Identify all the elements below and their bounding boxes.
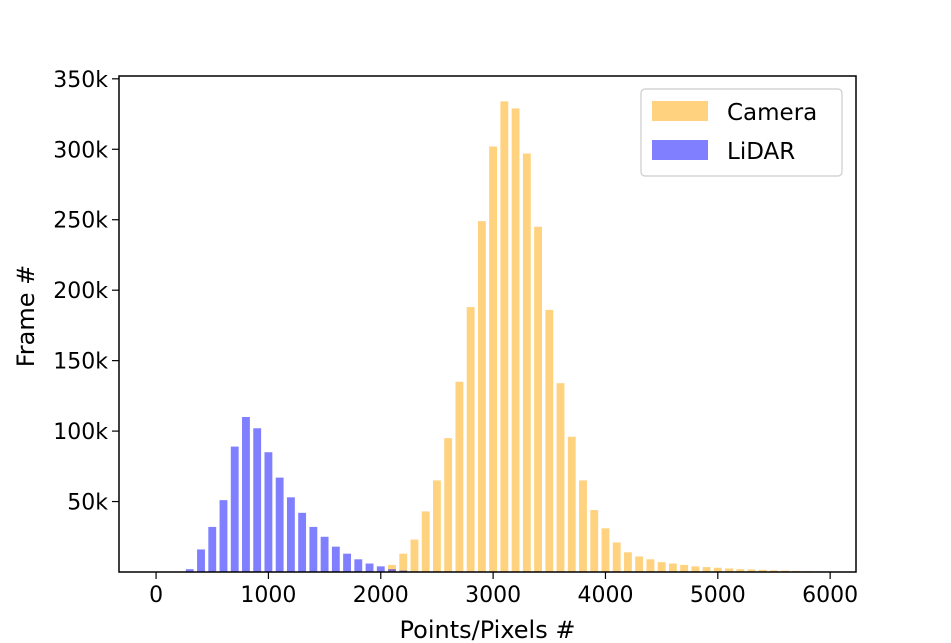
lidar-bar bbox=[219, 500, 228, 572]
legend: Camera LiDAR bbox=[640, 88, 843, 177]
camera-bar bbox=[646, 559, 655, 572]
lidar-bar bbox=[197, 549, 205, 572]
camera-bar bbox=[668, 563, 677, 572]
camera-bar bbox=[433, 480, 441, 572]
y-axis-label: Frame # bbox=[12, 265, 40, 368]
camera-bar bbox=[477, 221, 486, 572]
legend-label: Camera bbox=[727, 100, 817, 126]
camera-bar bbox=[556, 383, 565, 572]
camera-bar bbox=[489, 146, 498, 572]
bars-layer bbox=[185, 101, 835, 573]
camera-bar bbox=[455, 381, 464, 572]
camera-bar bbox=[511, 108, 520, 572]
lidar-bar bbox=[286, 497, 295, 572]
camera-bar bbox=[680, 564, 689, 572]
x-tick-label: 3000 bbox=[465, 583, 521, 608]
y-tick-label: 150k bbox=[53, 350, 108, 375]
camera-bar bbox=[747, 569, 756, 572]
series-lidar bbox=[185, 417, 408, 572]
camera-bar bbox=[500, 101, 509, 573]
lidar-bar bbox=[320, 536, 329, 572]
legend-item-camera: Camera bbox=[652, 100, 817, 126]
lidar-bar bbox=[343, 553, 351, 572]
camera-bar bbox=[534, 226, 542, 572]
camera-bar bbox=[624, 552, 632, 572]
camera-bar bbox=[736, 569, 745, 572]
x-tick-label: 4000 bbox=[577, 583, 633, 608]
camera-bar bbox=[590, 510, 599, 572]
camera-bar bbox=[691, 566, 700, 572]
y-tick-label: 100k bbox=[53, 420, 108, 445]
camera-bar bbox=[713, 567, 722, 572]
x-tick-label: 0 bbox=[149, 583, 163, 608]
lidar-bar bbox=[208, 526, 217, 572]
legend-item-lidar: LiDAR bbox=[652, 139, 795, 165]
lidar-bar bbox=[298, 512, 307, 572]
x-tick-label: 1000 bbox=[240, 583, 296, 608]
axes-layer: 0 1000 2000 3000 4000 5000 6000 50k 100k 150k 200k… bbox=[53, 68, 858, 608]
camera-bar bbox=[444, 438, 453, 572]
x-tick-label: 5000 bbox=[690, 583, 746, 608]
lidar-bar bbox=[185, 569, 194, 572]
camera-bar bbox=[466, 307, 475, 572]
camera-bar bbox=[545, 309, 554, 572]
camera-bar bbox=[388, 564, 396, 572]
camera-bar bbox=[657, 562, 666, 572]
camera-bar bbox=[612, 542, 621, 572]
lidar-bar bbox=[309, 526, 318, 572]
lidar-bar bbox=[331, 546, 340, 572]
camera-bar bbox=[758, 569, 767, 572]
y-tick-label: 250k bbox=[53, 209, 108, 234]
camera-bar bbox=[579, 480, 587, 572]
lidar-bar bbox=[242, 417, 250, 572]
camera-bar bbox=[635, 556, 644, 572]
camera-bar bbox=[410, 539, 419, 572]
lidar-bar bbox=[275, 477, 284, 572]
camera-bar bbox=[567, 436, 576, 572]
camera-bar bbox=[421, 511, 430, 572]
legend-swatch bbox=[652, 140, 708, 160]
camera-bar bbox=[399, 553, 408, 572]
x-tick-label: 2000 bbox=[353, 583, 409, 608]
camera-bar bbox=[702, 567, 711, 572]
lidar-bar bbox=[253, 428, 262, 572]
x-tick-label: 6000 bbox=[802, 583, 858, 608]
camera-bar bbox=[770, 570, 778, 572]
camera-bar bbox=[725, 568, 733, 572]
lidar-bar bbox=[354, 559, 363, 572]
lidar-bar bbox=[230, 446, 239, 572]
camera-bar bbox=[522, 153, 531, 572]
lidar-bar bbox=[376, 566, 385, 572]
lidar-bar bbox=[365, 563, 374, 572]
y-tick-label: 50k bbox=[67, 491, 108, 516]
series-camera bbox=[388, 101, 835, 573]
legend-swatch bbox=[652, 101, 708, 121]
lidar-bar bbox=[264, 452, 273, 572]
y-tick-label: 200k bbox=[53, 279, 108, 304]
camera-bar bbox=[601, 528, 610, 572]
legend-label: LiDAR bbox=[727, 139, 795, 165]
y-tick-label: 300k bbox=[53, 138, 108, 163]
lidar-bar bbox=[388, 569, 396, 572]
plot-frame bbox=[118, 75, 857, 573]
x-axis-label: Points/Pixels # bbox=[400, 616, 576, 643]
y-tick-label: 350k bbox=[53, 68, 108, 93]
